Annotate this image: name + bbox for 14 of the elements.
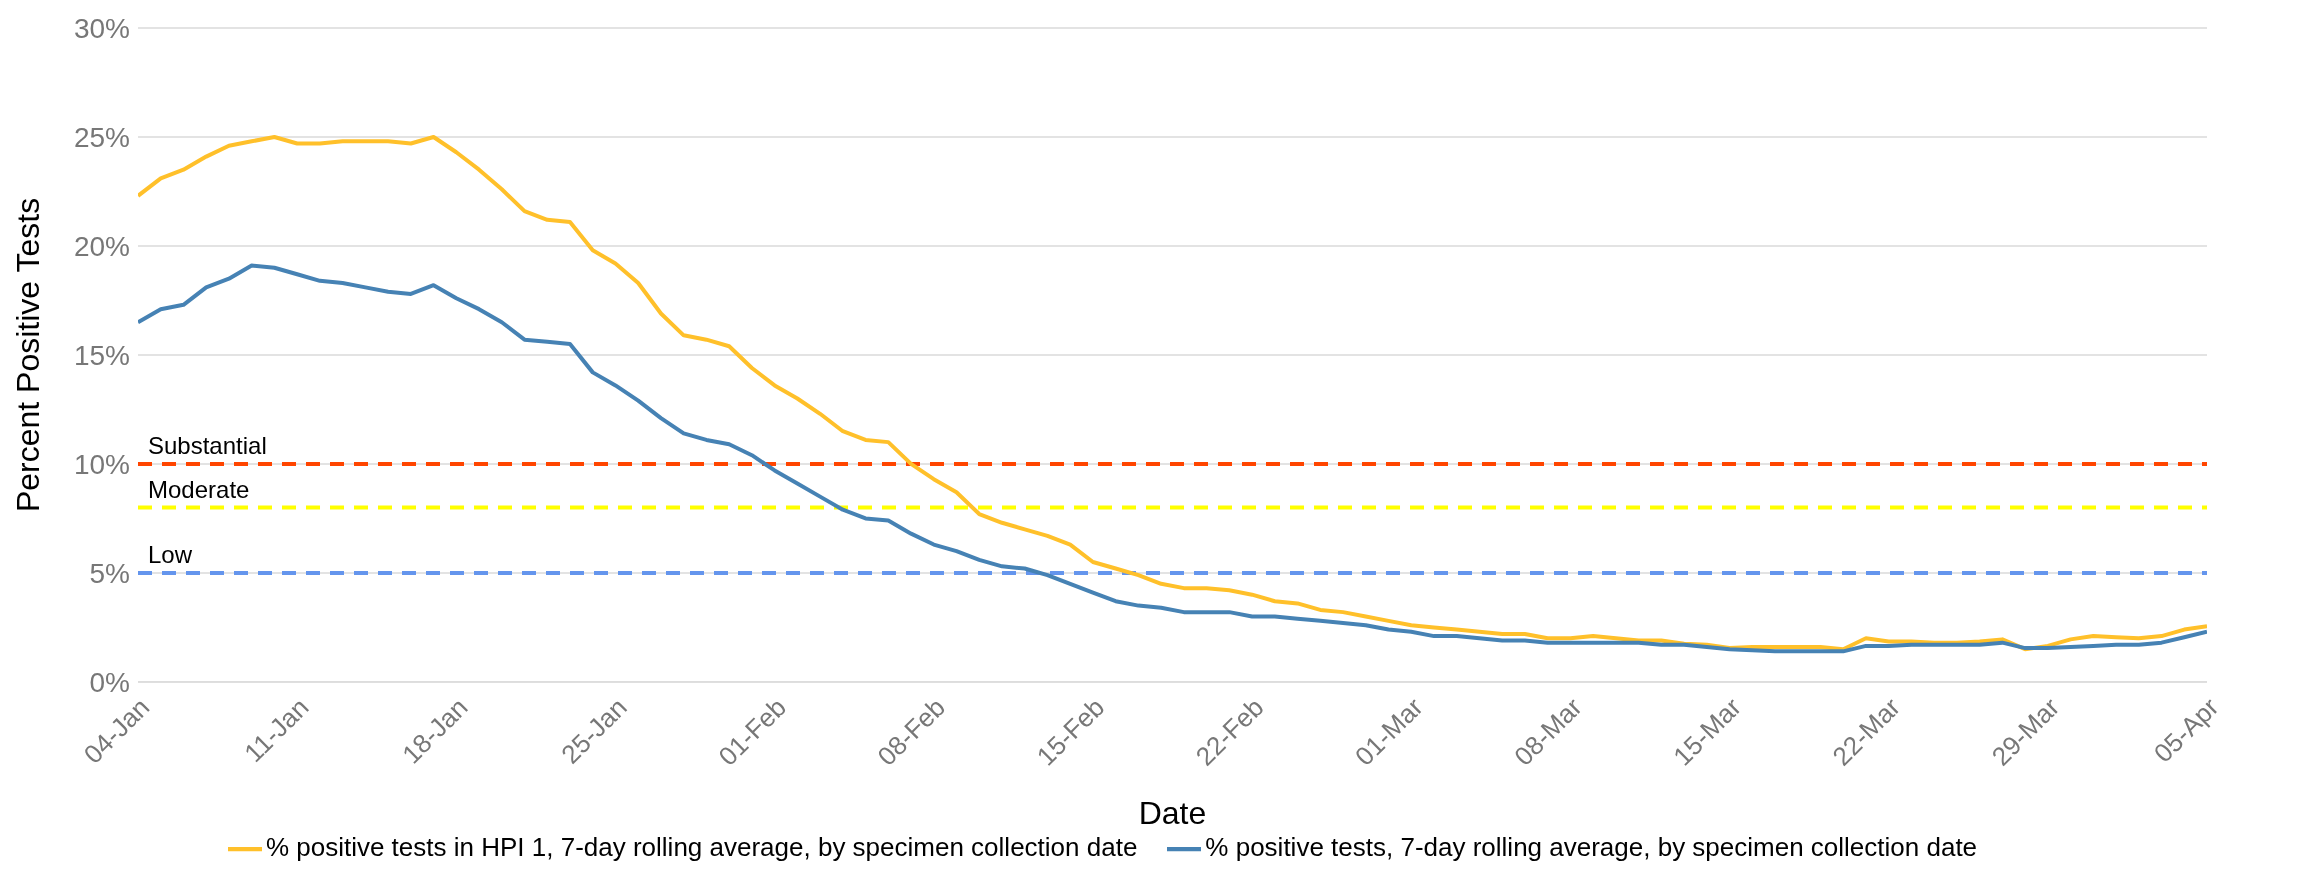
y-tick-label: 20% bbox=[73, 230, 130, 262]
ref-line-label: Low bbox=[148, 540, 193, 568]
legend-label: % positive tests, 7-day rolling average, by specimen collection date bbox=[1205, 831, 1978, 862]
ref-line-label: Substantial bbox=[148, 431, 267, 459]
y-tick-label: 30% bbox=[73, 12, 130, 44]
y-tick-label: 10% bbox=[73, 448, 130, 480]
y-tick-label: 25% bbox=[73, 121, 130, 153]
legend-label: % positive tests in HPI 1, 7-day rolling average, by specimen collection date bbox=[265, 831, 1138, 862]
y-tick-label: 0% bbox=[89, 666, 130, 698]
y-tick-label: 5% bbox=[89, 557, 130, 589]
x-axis-title: Date bbox=[1138, 794, 1207, 831]
y-tick-label: 15% bbox=[73, 339, 130, 371]
y-axis-title: Percent Positive Tests bbox=[10, 197, 47, 513]
ref-line-label: Moderate bbox=[148, 475, 250, 503]
